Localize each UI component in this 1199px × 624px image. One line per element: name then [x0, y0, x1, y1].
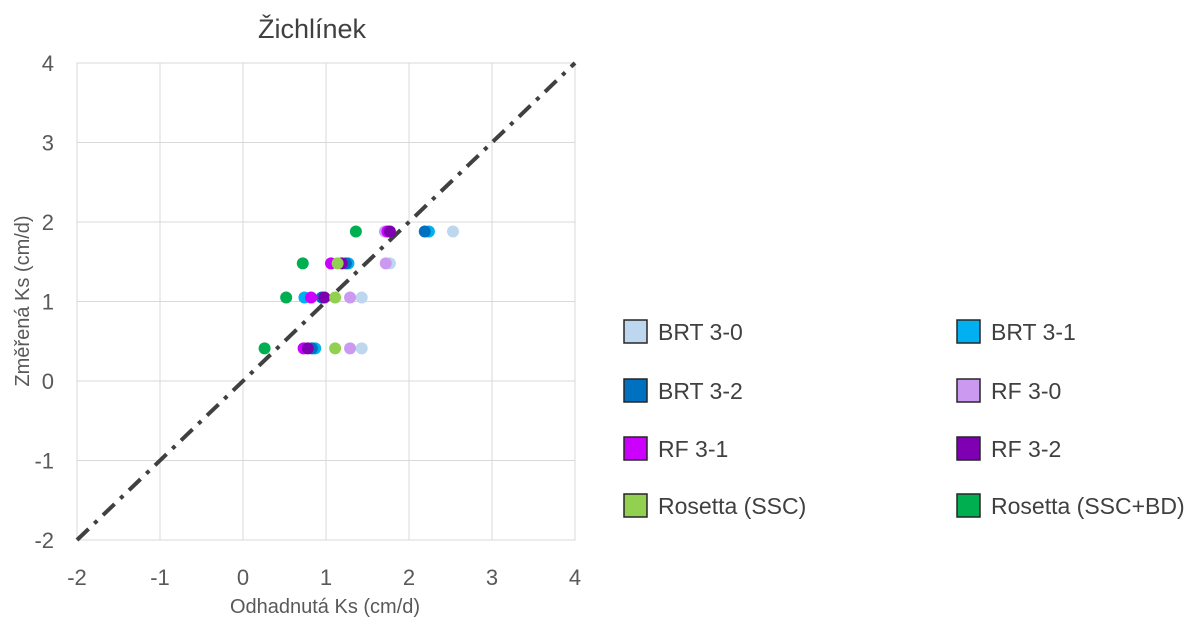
- x-tick-label: 4: [569, 565, 581, 590]
- y-tick-label: -2: [34, 528, 54, 553]
- x-tick-label: 3: [486, 565, 498, 590]
- legend-swatch: [623, 319, 648, 344]
- data-point: [355, 342, 368, 355]
- x-tick-label: 2: [403, 565, 415, 590]
- legend-swatch: [956, 319, 981, 344]
- legend-swatch: [623, 378, 648, 403]
- x-tick-label: -1: [150, 565, 170, 590]
- y-tick-label: -1: [34, 449, 54, 474]
- legend-label: BRT 3-2: [658, 378, 743, 404]
- x-axis-ticks: -2 -1 0 1 2 3 4: [67, 565, 581, 590]
- legend-label: RF 3-0: [991, 378, 1061, 404]
- data-point: [331, 257, 344, 270]
- y-tick-label: 1: [42, 290, 54, 315]
- y-tick-label: 3: [42, 131, 54, 156]
- data-point: [379, 257, 392, 270]
- data-point: [296, 257, 309, 270]
- chart-title: Žichlínek: [258, 13, 367, 44]
- legend-label: Rosetta (SSC+BD): [991, 493, 1185, 519]
- legend-label: RF 3-2: [991, 436, 1061, 462]
- data-point: [280, 291, 293, 304]
- legend-label: RF 3-1: [658, 436, 728, 462]
- x-tick-label: 0: [237, 565, 249, 590]
- data-point: [329, 291, 342, 304]
- data-point: [418, 225, 431, 238]
- y-axis-ticks: -2 -1 0 1 2 3 4: [34, 51, 54, 553]
- data-point: [349, 225, 362, 238]
- legend-label: BRT 3-0: [658, 319, 743, 345]
- plot-border: [76, 62, 576, 541]
- y-axis-label: Změřená Ks (cm/d): [12, 215, 34, 386]
- reference-line: [75, 61, 577, 542]
- y-tick-label: 4: [42, 51, 54, 76]
- data-point: [318, 291, 331, 304]
- legend-swatch: [623, 436, 648, 461]
- data-point: [258, 342, 271, 355]
- data-point: [305, 291, 318, 304]
- data-point: [383, 225, 396, 238]
- data-point: [355, 291, 368, 304]
- data-point: [329, 342, 342, 355]
- legend-swatch: [956, 378, 981, 403]
- data-point: [301, 342, 314, 355]
- x-axis-label: Odhadnutá Ks (cm/d): [230, 596, 420, 618]
- x-tick-label: 1: [320, 565, 332, 590]
- identity-line: [75, 61, 577, 542]
- legend-swatch: [956, 493, 981, 518]
- legend-swatch: [956, 436, 981, 461]
- legend: BRT 3-0 BRT 3-1 BRT 3-2 RF 3-0 RF 3-1 RF 3-2 R…: [623, 319, 1185, 519]
- legend-swatch: [623, 493, 648, 518]
- data-points: [258, 225, 459, 355]
- data-point: [344, 342, 357, 355]
- data-point: [446, 225, 459, 238]
- x-tick-label: -2: [67, 565, 87, 590]
- plot-frame: [76, 62, 576, 541]
- legend-label: BRT 3-1: [991, 319, 1076, 345]
- y-tick-label: 2: [42, 210, 54, 235]
- y-tick-label: 0: [42, 369, 54, 394]
- data-point: [344, 291, 357, 304]
- legend-label: Rosetta (SSC): [658, 493, 806, 519]
